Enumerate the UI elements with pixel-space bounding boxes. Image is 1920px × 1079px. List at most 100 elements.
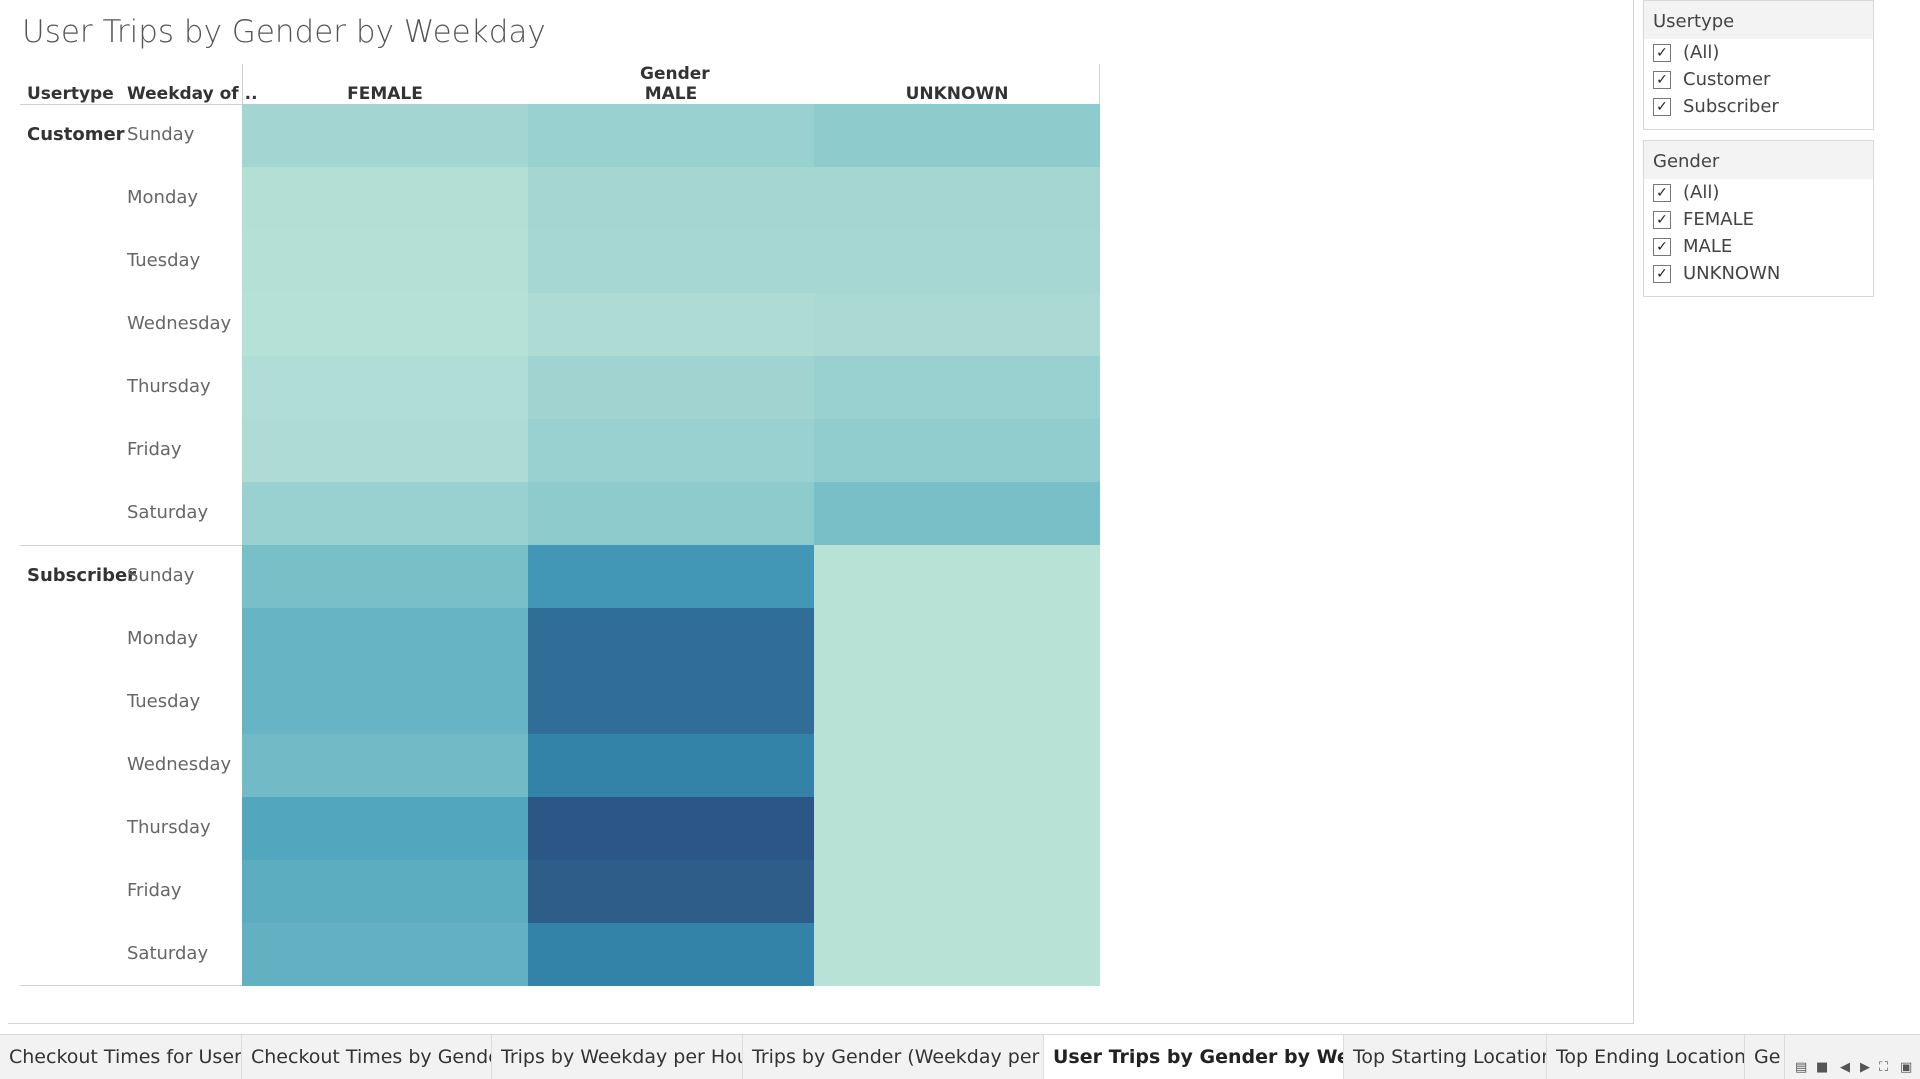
row-label-customer-saturday[interactable]: Saturday	[127, 502, 209, 523]
filter-option[interactable]: ✓ FEMALE	[1644, 206, 1873, 233]
heatmap-cell[interactable]	[242, 293, 528, 356]
heatmap-cell[interactable]	[242, 545, 528, 608]
usertype-header[interactable]: Usertype	[27, 84, 114, 104]
heatmap-cell[interactable]	[242, 167, 528, 230]
heatmap-cell[interactable]	[814, 545, 1100, 608]
filter-option-label: UNKNOWN	[1683, 263, 1781, 284]
row-label-customer-sunday[interactable]: Sunday	[127, 124, 195, 145]
heatmap-cell[interactable]	[814, 356, 1100, 419]
usertype-filter: Usertype ✓ (All) ✓ Customer ✓ Subscriber	[1643, 0, 1874, 130]
filter-option[interactable]: ✓ (All)	[1644, 179, 1873, 206]
filter-option[interactable]: ✓ MALE	[1644, 233, 1873, 260]
heatmap-cell[interactable]	[242, 797, 528, 860]
heatmap-cell[interactable]	[242, 230, 528, 293]
row-label-subscriber-friday[interactable]: Friday	[127, 880, 182, 901]
heatmap-cell[interactable]	[242, 734, 528, 797]
weekday-header[interactable]: Weekday of ..	[127, 84, 258, 104]
checkbox-checked-icon[interactable]: ✓	[1653, 237, 1671, 256]
row-label-customer-thursday[interactable]: Thursday	[127, 376, 211, 397]
heatmap-cell[interactable]	[528, 293, 814, 356]
tab-next-icon[interactable]: ▶	[1860, 1060, 1870, 1075]
heatmap-cell[interactable]	[242, 356, 528, 419]
heatmap-cell[interactable]	[528, 671, 814, 734]
sheet-tab[interactable]: Top Ending Location	[1547, 1035, 1745, 1079]
heatmap[interactable]	[242, 104, 1100, 986]
heatmap-cell[interactable]	[528, 230, 814, 293]
row-label-subscriber-thursday[interactable]: Thursday	[127, 817, 211, 838]
heatmap-cell[interactable]	[814, 608, 1100, 671]
sheet-tabs: Checkout Times for Users Checkout Times b…	[0, 1034, 1920, 1079]
heatmap-cell[interactable]	[528, 734, 814, 797]
filter-option-label: (All)	[1683, 182, 1720, 203]
heatmap-cell[interactable]	[528, 167, 814, 230]
row-label-subscriber-saturday[interactable]: Saturday	[127, 943, 209, 964]
row-label-subscriber-tuesday[interactable]: Tuesday	[127, 691, 201, 712]
heatmap-cell[interactable]	[814, 797, 1100, 860]
sheet-tab[interactable]: Trips by Gender (Weekday per H...	[743, 1035, 1044, 1079]
heatmap-cell[interactable]	[242, 860, 528, 923]
filter-option[interactable]: ✓ Subscriber	[1644, 93, 1873, 120]
row-label-customer-monday[interactable]: Monday	[127, 187, 199, 208]
sheet-tab[interactable]: Checkout Times by Gender	[242, 1035, 492, 1079]
heatmap-cell[interactable]	[528, 419, 814, 482]
heatmap-cell[interactable]	[814, 293, 1100, 356]
checkbox-checked-icon[interactable]: ✓	[1653, 183, 1671, 202]
fullscreen-icon[interactable]: ⛶	[1879, 1060, 1889, 1075]
heatmap-cell[interactable]	[528, 608, 814, 671]
checkbox-checked-icon[interactable]: ✓	[1653, 210, 1671, 229]
filter-option-label: MALE	[1683, 236, 1733, 257]
row-label-subscriber-monday[interactable]: Monday	[127, 628, 199, 649]
tab-grid-icon[interactable]: ■	[1816, 1060, 1829, 1075]
present-icon[interactable]: ▣	[1900, 1060, 1913, 1075]
gender-header[interactable]: Gender	[640, 64, 710, 84]
row-label-subscriber-wednesday[interactable]: Wednesday	[127, 754, 232, 775]
group-label-customer[interactable]: Customer	[27, 124, 125, 145]
heatmap-cell[interactable]	[242, 482, 528, 545]
heatmap-cell[interactable]	[814, 104, 1100, 167]
heatmap-cell[interactable]	[528, 860, 814, 923]
checkbox-checked-icon[interactable]: ✓	[1653, 264, 1671, 283]
group-label-subscriber[interactable]: Subscriber	[27, 565, 137, 586]
heatmap-cell[interactable]	[814, 230, 1100, 293]
heatmap-cell[interactable]	[814, 419, 1100, 482]
heatmap-cell[interactable]	[528, 797, 814, 860]
column-label-unknown[interactable]: UNKNOWN	[905, 84, 1009, 104]
heatmap-cell[interactable]	[528, 482, 814, 545]
heatmap-cell[interactable]	[814, 860, 1100, 923]
heatmap-cell[interactable]	[814, 671, 1100, 734]
header-right-border	[1099, 64, 1100, 104]
checkbox-checked-icon[interactable]: ✓	[1653, 43, 1671, 62]
heatmap-cell[interactable]	[242, 104, 528, 167]
heatmap-cell[interactable]	[814, 167, 1100, 230]
worksheet	[8, 0, 1634, 1024]
heatmap-cell[interactable]	[528, 545, 814, 608]
row-label-customer-friday[interactable]: Friday	[127, 439, 182, 460]
heatmap-cell[interactable]	[242, 419, 528, 482]
heatmap-cell[interactable]	[814, 923, 1100, 986]
filter-option[interactable]: ✓ Customer	[1644, 66, 1873, 93]
row-label-customer-tuesday[interactable]: Tuesday	[127, 250, 201, 271]
heatmap-cell[interactable]	[814, 482, 1100, 545]
row-label-customer-wednesday[interactable]: Wednesday	[127, 313, 232, 334]
heatmap-cell[interactable]	[528, 356, 814, 419]
tab-list-icon[interactable]: ▤	[1795, 1060, 1808, 1075]
heatmap-cell[interactable]	[528, 104, 814, 167]
heatmap-cell[interactable]	[242, 608, 528, 671]
sheet-tab[interactable]: Ge	[1745, 1035, 1785, 1079]
row-label-subscriber-sunday[interactable]: Sunday	[127, 565, 195, 586]
heatmap-cell[interactable]	[242, 671, 528, 734]
heatmap-cell[interactable]	[242, 923, 528, 986]
heatmap-cell[interactable]	[814, 734, 1100, 797]
heatmap-cell[interactable]	[528, 923, 814, 986]
sheet-tab[interactable]: Trips by Weekday per Hour	[492, 1035, 743, 1079]
tab-prev-icon[interactable]: ◀	[1840, 1060, 1850, 1075]
filter-option[interactable]: ✓ (All)	[1644, 39, 1873, 66]
checkbox-checked-icon[interactable]: ✓	[1653, 97, 1671, 116]
sheet-tab[interactable]: User Trips by Gender by Week...	[1044, 1035, 1344, 1079]
sheet-tab[interactable]: Top Starting Location	[1344, 1035, 1547, 1079]
column-label-female[interactable]: FEMALE	[347, 84, 423, 104]
filter-option[interactable]: ✓ UNKNOWN	[1644, 260, 1873, 287]
column-label-male[interactable]: MALE	[644, 84, 698, 104]
sheet-tab[interactable]: Checkout Times for Users	[0, 1035, 242, 1079]
checkbox-checked-icon[interactable]: ✓	[1653, 70, 1671, 89]
